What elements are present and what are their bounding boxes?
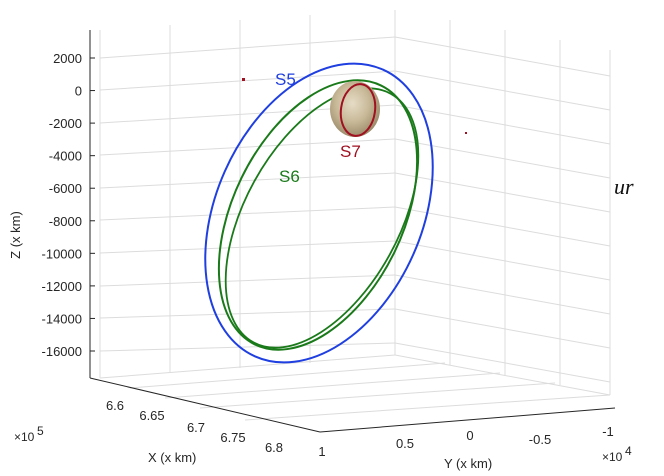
- y-tick-label: 0.5: [396, 436, 414, 451]
- x-tick-label: 6.75: [220, 430, 245, 445]
- z-tick-label: -14000: [42, 311, 82, 326]
- x-tick-label: 6.8: [265, 440, 283, 455]
- z-tick-label: -12000: [42, 279, 82, 294]
- moon-body: [330, 81, 380, 137]
- orbit-s5-line: [204, 62, 434, 364]
- y-axis-ticks: 1 0.5 0 -0.5 -1: [318, 424, 613, 459]
- orbit-s6-inner-line: [224, 87, 420, 349]
- x-axis-title: X (x km): [148, 450, 196, 465]
- series-label-s5: S5: [275, 70, 296, 89]
- y-tick-label: 0: [466, 428, 473, 443]
- stray-text: ur: [614, 174, 634, 199]
- x-multiplier: ×10 5: [14, 424, 44, 444]
- marker-point: [465, 132, 467, 134]
- y-tick-label: -1: [602, 424, 614, 439]
- z-axis-title: Z (x km): [8, 211, 23, 259]
- orbit-s6-outer-line: [217, 79, 419, 351]
- marker-point: [242, 78, 245, 81]
- svg-text:×10: ×10: [14, 430, 35, 444]
- x-tick-label: 6.7: [187, 420, 205, 435]
- z-tick-label: 2000: [53, 51, 82, 66]
- y-axis-title: Y (x km): [444, 456, 492, 471]
- series-label-s7: S7: [340, 142, 361, 161]
- z-tick-label: -16000: [42, 344, 82, 359]
- x-axis-ticks: 6.6 6.65 6.7 6.75 6.8: [106, 398, 283, 455]
- z-tick-label: -10000: [42, 246, 82, 261]
- svg-text:4: 4: [625, 444, 632, 458]
- z-axis-ticks: 2000 0 -2000 -4000 -6000 -8000 -10000 -12000 -14…: [42, 51, 95, 359]
- orbits: [204, 62, 434, 364]
- z-tick-label: -6000: [49, 181, 82, 196]
- z-tick-label: -2000: [49, 116, 82, 131]
- y-tick-label: 1: [318, 444, 325, 459]
- svg-text:5: 5: [37, 424, 44, 438]
- x-tick-label: 6.6: [106, 398, 124, 413]
- svg-text:×10: ×10: [602, 450, 623, 464]
- z-tick-label: -4000: [49, 149, 82, 164]
- x-tick-label: 6.65: [139, 408, 164, 423]
- axes: [89, 30, 616, 433]
- series-label-s6: S6: [279, 167, 300, 186]
- grid-lines: [99, 10, 611, 421]
- y-multiplier: ×10 4: [602, 444, 632, 464]
- z-tick-label: -8000: [49, 214, 82, 229]
- y-tick-label: -0.5: [529, 432, 551, 447]
- orbit-s7-line: [339, 83, 377, 137]
- z-tick-label: 0: [75, 84, 82, 99]
